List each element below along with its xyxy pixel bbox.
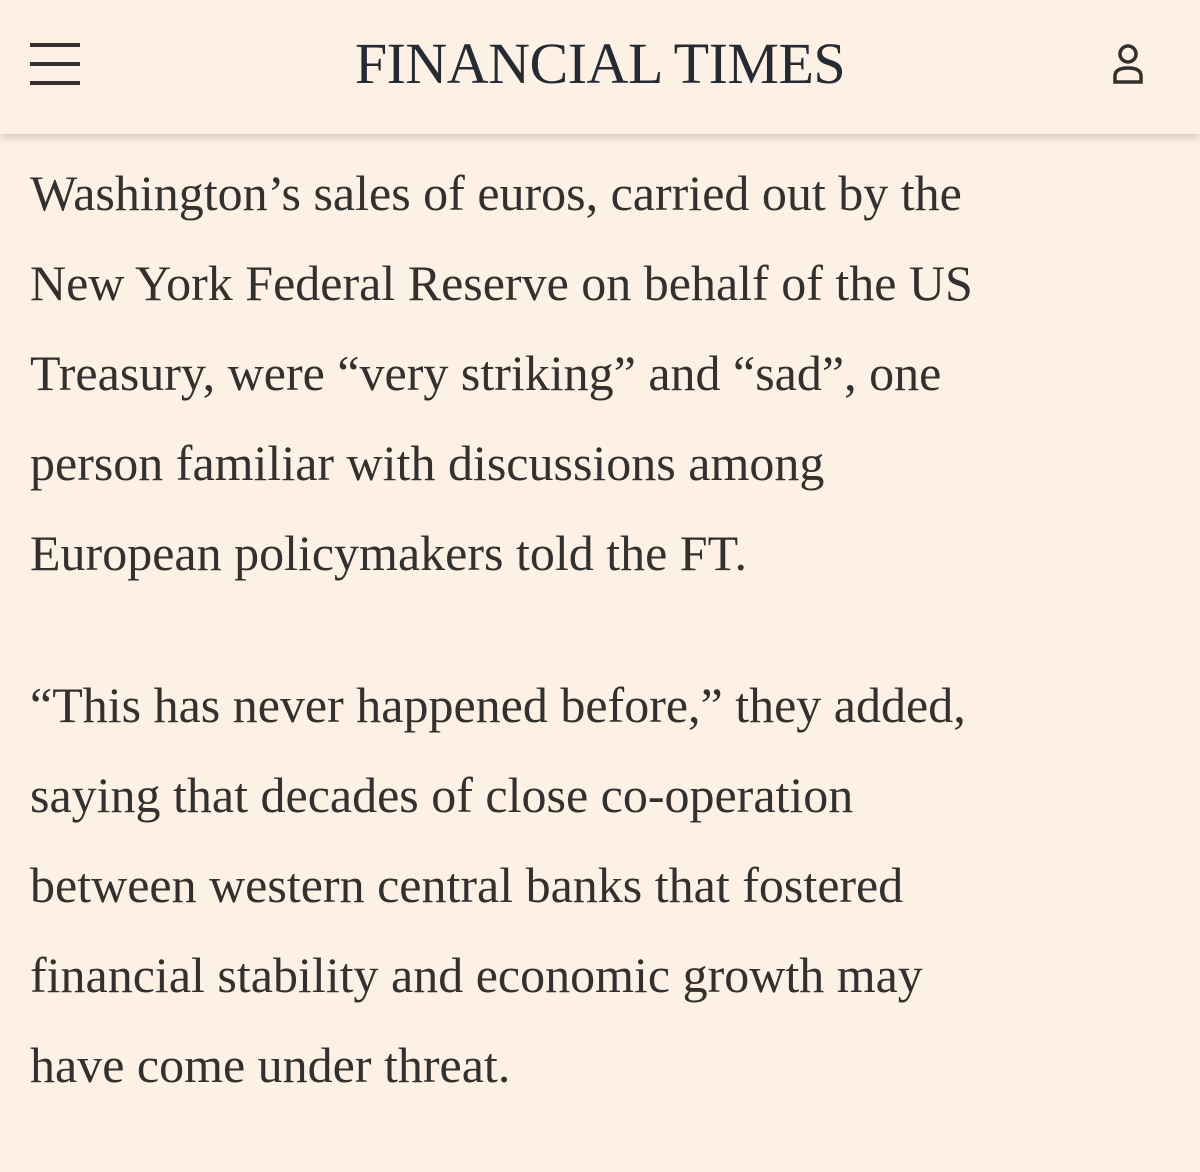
text-line: European policymakers told the FT. [30, 525, 747, 581]
text-line: between western central banks that foste… [30, 857, 904, 913]
text-line: Treasury, were “very striking” and “sad”… [30, 345, 942, 401]
text-line: have come under threat. [30, 1037, 511, 1093]
page: FINANCIAL TIMES Washington’s sales of eu… [0, 0, 1200, 1093]
text-line: financial stability and economic growth … [30, 947, 923, 1003]
site-title[interactable]: FINANCIAL TIMES [354, 31, 846, 96]
article-body: Washington’s sales of euros, carried out… [30, 148, 1190, 1172]
text-line: person familiar with discussions among [30, 435, 825, 491]
text-line: New York Federal Reserve on behalf of th… [30, 255, 973, 311]
text-line: Washington’s sales of euros, carried out… [30, 165, 962, 221]
text-line: “This has never happened before,” they a… [30, 677, 966, 733]
paragraph: “This has never happened before,” they a… [30, 660, 1190, 1110]
text-line: saying that decades of close co-operatio… [30, 767, 854, 823]
menu-button[interactable] [28, 40, 82, 88]
account-button[interactable] [1110, 42, 1146, 86]
site-header: FINANCIAL TIMES [0, 0, 1200, 134]
paragraph: Washington’s sales of euros, carried out… [30, 148, 1190, 598]
